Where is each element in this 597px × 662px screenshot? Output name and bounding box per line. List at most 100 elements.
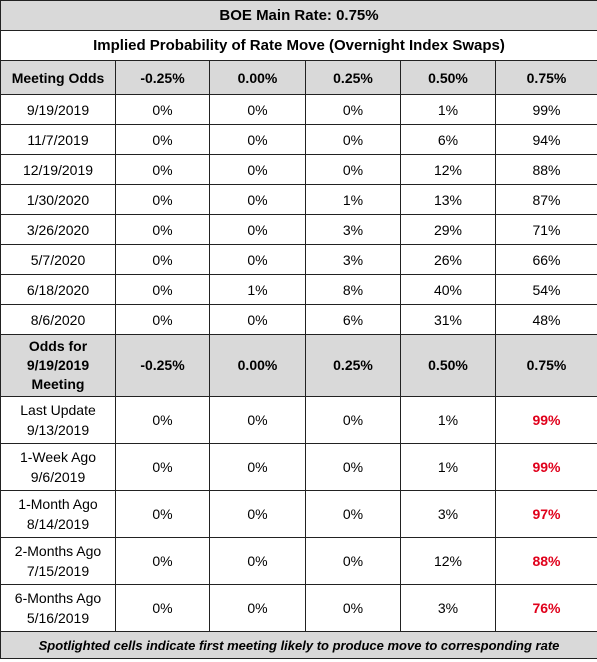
column-header: 0.00%	[209, 334, 306, 397]
table-row: 11/7/2019 0% 0% 0% 6% 94%	[0, 124, 597, 155]
footnote: Spotlighted cells indicate first meeting…	[0, 631, 597, 659]
probability-cell: 0%	[115, 443, 210, 491]
label-line: 1-Week Ago	[19, 449, 96, 465]
probability-cell: 0%	[209, 490, 306, 538]
column-header: 0.25%	[305, 60, 401, 95]
probability-cell: 3%	[400, 584, 496, 632]
label-line: Last Update	[20, 402, 96, 418]
table-row: 8/6/2020 0% 0% 6% 31% 48%	[0, 304, 597, 335]
probability-cell: 6%	[400, 124, 496, 155]
column-header: Meeting Odds	[0, 60, 116, 95]
table-row: 6-Months Ago 5/16/2019 0% 0% 0% 3% 76%	[0, 584, 597, 632]
probability-cell: 54%	[495, 274, 597, 305]
probability-cell: 0%	[115, 154, 210, 185]
probability-cell: 0%	[209, 537, 306, 585]
probability-cell: 99%	[495, 443, 597, 491]
probability-cell: 48%	[495, 304, 597, 335]
probability-cell: 0%	[115, 537, 210, 585]
subtitle: Implied Probability of Rate Move (Overni…	[0, 30, 597, 61]
table-row: 9/19/2019 0% 0% 0% 1% 99%	[0, 94, 597, 125]
probability-cell: 88%	[495, 537, 597, 585]
probability-cell: 12%	[400, 537, 496, 585]
table-row: 6/18/2020 0% 1% 8% 40% 54%	[0, 274, 597, 305]
table-row: 12/19/2019 0% 0% 0% 12% 88%	[0, 154, 597, 185]
probability-cell: 0%	[209, 443, 306, 491]
probability-cell: 0%	[305, 94, 401, 125]
probability-cell: 12%	[400, 154, 496, 185]
column-header: 0.75%	[495, 60, 597, 95]
column-header: 0.25%	[305, 334, 401, 397]
probability-cell: 0%	[115, 584, 210, 632]
update-label: 2-Months Ago 7/15/2019	[0, 537, 116, 585]
update-label: 1-Week Ago 9/6/2019	[0, 443, 116, 491]
probability-cell: 66%	[495, 244, 597, 275]
probability-cell: 99%	[495, 94, 597, 125]
probability-cell: 0%	[305, 443, 401, 491]
probability-cell: 1%	[400, 396, 496, 444]
update-label: 6-Months Ago 5/16/2019	[0, 584, 116, 632]
probability-cell: 71%	[495, 214, 597, 245]
column-header: 0.50%	[400, 334, 496, 397]
label-line: 1-Month Ago	[18, 496, 98, 512]
column-header: -0.25%	[115, 60, 210, 95]
meeting-date: 3/26/2020	[0, 214, 116, 245]
table-row: Spotlighted cells indicate first meeting…	[0, 631, 597, 659]
meeting-date: 6/18/2020	[0, 274, 116, 305]
title: BOE Main Rate: 0.75%	[0, 0, 597, 31]
probability-cell: 6%	[305, 304, 401, 335]
probability-cell: 0%	[115, 184, 210, 215]
probability-cell: 8%	[305, 274, 401, 305]
probability-cell: 99%	[495, 396, 597, 444]
label-line: 8/14/2019	[26, 516, 90, 532]
table-row: 1-Week Ago 9/6/2019 0% 0% 0% 1% 99%	[0, 443, 597, 491]
probability-cell: 0%	[209, 244, 306, 275]
probability-cell: 1%	[209, 274, 306, 305]
probability-cell: 0%	[209, 584, 306, 632]
probability-cell: 0%	[115, 304, 210, 335]
meeting-date: 12/19/2019	[0, 154, 116, 185]
probability-cell: 1%	[400, 94, 496, 125]
probability-cell: 0%	[115, 274, 210, 305]
label-line: 5/16/2019	[26, 610, 90, 626]
probability-cell: 0%	[209, 154, 306, 185]
probability-cell: 0%	[115, 94, 210, 125]
table-row: Odds for 9/19/2019 Meeting -0.25% 0.00% 0.2…	[0, 334, 597, 397]
label-line: 6-Months Ago	[14, 590, 102, 606]
column-header: -0.25%	[115, 334, 210, 397]
update-label: Last Update 9/13/2019	[0, 396, 116, 444]
probability-cell: 1%	[400, 443, 496, 491]
label-line: 9/13/2019	[26, 422, 90, 438]
column-header: Odds for 9/19/2019 Meeting	[0, 334, 116, 397]
label-line: 9/6/2019	[30, 469, 86, 485]
probability-cell: 29%	[400, 214, 496, 245]
update-label: 1-Month Ago 8/14/2019	[0, 490, 116, 538]
table-row: 5/7/2020 0% 0% 3% 26% 66%	[0, 244, 597, 275]
meeting-date: 5/7/2020	[0, 244, 116, 275]
meeting-date: 1/30/2020	[0, 184, 116, 215]
probability-cell: 0%	[305, 124, 401, 155]
table-row: 3/26/2020 0% 0% 3% 29% 71%	[0, 214, 597, 245]
probability-cell: 94%	[495, 124, 597, 155]
probability-cell: 0%	[115, 124, 210, 155]
column-header: 0.50%	[400, 60, 496, 95]
probability-cell: 0%	[305, 490, 401, 538]
probability-cell: 76%	[495, 584, 597, 632]
table-row: 2-Months Ago 7/15/2019 0% 0% 0% 12% 88%	[0, 537, 597, 585]
table-row: Last Update 9/13/2019 0% 0% 0% 1% 99%	[0, 396, 597, 444]
probability-cell: 0%	[209, 94, 306, 125]
probability-cell: 0%	[209, 396, 306, 444]
probability-cell: 0%	[115, 396, 210, 444]
probability-cell: 13%	[400, 184, 496, 215]
probability-cell: 88%	[495, 154, 597, 185]
probability-cell: 3%	[305, 244, 401, 275]
probability-cell: 0%	[209, 214, 306, 245]
meeting-date: 9/19/2019	[0, 94, 116, 125]
probability-cell: 0%	[209, 304, 306, 335]
probability-cell: 0%	[305, 154, 401, 185]
probability-cell: 0%	[115, 490, 210, 538]
table-row: 1-Month Ago 8/14/2019 0% 0% 0% 3% 97%	[0, 490, 597, 538]
table-row: Implied Probability of Rate Move (Overni…	[0, 30, 597, 61]
probability-cell: 0%	[305, 396, 401, 444]
